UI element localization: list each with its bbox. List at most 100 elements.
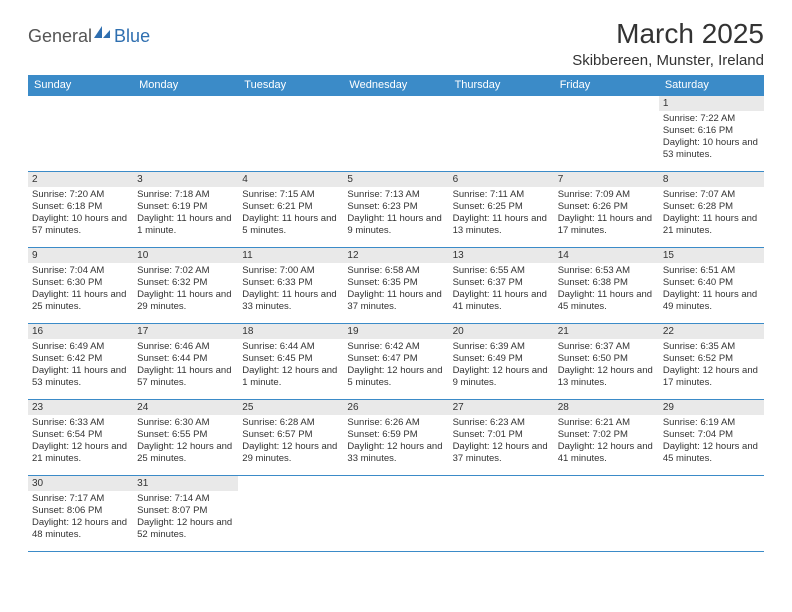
logo: General Blue — [28, 24, 150, 48]
day-body: Sunrise: 7:00 AMSunset: 6:33 PMDaylight:… — [238, 263, 343, 317]
day-body: Sunrise: 7:04 AMSunset: 6:30 PMDaylight:… — [28, 263, 133, 317]
day-number: 26 — [343, 400, 448, 415]
day-number: 5 — [343, 172, 448, 187]
sunset-line: Sunset: 8:06 PM — [32, 505, 129, 517]
sunset-line: Sunset: 6:28 PM — [663, 201, 760, 213]
header: General Blue March 2025 Skibbereen, Muns… — [28, 18, 764, 69]
daylight-line: Daylight: 11 hours and 21 minutes. — [663, 213, 760, 237]
sunrise-line: Sunrise: 6:21 AM — [558, 417, 655, 429]
day-number: 6 — [449, 172, 554, 187]
calendar-cell: 12Sunrise: 6:58 AMSunset: 6:35 PMDayligh… — [343, 248, 448, 324]
calendar-cell: 31Sunrise: 7:14 AMSunset: 8:07 PMDayligh… — [133, 476, 238, 552]
title-block: March 2025 Skibbereen, Munster, Ireland — [572, 18, 764, 69]
calendar-cell: 3Sunrise: 7:18 AMSunset: 6:19 PMDaylight… — [133, 172, 238, 248]
daylight-line: Daylight: 11 hours and 57 minutes. — [137, 365, 234, 389]
daylight-line: Daylight: 12 hours and 52 minutes. — [137, 517, 234, 541]
day-body: Sunrise: 6:28 AMSunset: 6:57 PMDaylight:… — [238, 415, 343, 469]
day-number: 29 — [659, 400, 764, 415]
calendar-cell: 26Sunrise: 6:26 AMSunset: 6:59 PMDayligh… — [343, 400, 448, 476]
daylight-line: Daylight: 11 hours and 33 minutes. — [242, 289, 339, 313]
sunset-line: Sunset: 6:47 PM — [347, 353, 444, 365]
day-number: 25 — [238, 400, 343, 415]
day-number: 14 — [554, 248, 659, 263]
calendar-cell: 21Sunrise: 6:37 AMSunset: 6:50 PMDayligh… — [554, 324, 659, 400]
day-body: Sunrise: 7:11 AMSunset: 6:25 PMDaylight:… — [449, 187, 554, 241]
sunrise-line: Sunrise: 7:04 AM — [32, 265, 129, 277]
calendar-row: 23Sunrise: 6:33 AMSunset: 6:54 PMDayligh… — [28, 400, 764, 476]
calendar-cell: 22Sunrise: 6:35 AMSunset: 6:52 PMDayligh… — [659, 324, 764, 400]
day-body: Sunrise: 6:33 AMSunset: 6:54 PMDaylight:… — [28, 415, 133, 469]
day-number: 27 — [449, 400, 554, 415]
calendar-cell — [659, 476, 764, 552]
day-body: Sunrise: 6:53 AMSunset: 6:38 PMDaylight:… — [554, 263, 659, 317]
sunset-line: Sunset: 7:04 PM — [663, 429, 760, 441]
calendar-cell: 2Sunrise: 7:20 AMSunset: 6:18 PMDaylight… — [28, 172, 133, 248]
calendar-row: 1Sunrise: 7:22 AMSunset: 6:16 PMDaylight… — [28, 96, 764, 172]
day-number: 18 — [238, 324, 343, 339]
daylight-line: Daylight: 11 hours and 1 minute. — [137, 213, 234, 237]
day-number: 23 — [28, 400, 133, 415]
sunset-line: Sunset: 6:18 PM — [32, 201, 129, 213]
calendar-cell: 30Sunrise: 7:17 AMSunset: 8:06 PMDayligh… — [28, 476, 133, 552]
day-number: 11 — [238, 248, 343, 263]
day-number: 20 — [449, 324, 554, 339]
day-number: 4 — [238, 172, 343, 187]
calendar-cell: 20Sunrise: 6:39 AMSunset: 6:49 PMDayligh… — [449, 324, 554, 400]
sunrise-line: Sunrise: 7:22 AM — [663, 113, 760, 125]
sunrise-line: Sunrise: 6:26 AM — [347, 417, 444, 429]
daylight-line: Daylight: 11 hours and 49 minutes. — [663, 289, 760, 313]
day-body: Sunrise: 6:39 AMSunset: 6:49 PMDaylight:… — [449, 339, 554, 393]
day-number: 13 — [449, 248, 554, 263]
sunset-line: Sunset: 6:40 PM — [663, 277, 760, 289]
sunrise-line: Sunrise: 6:49 AM — [32, 341, 129, 353]
sunset-line: Sunset: 6:35 PM — [347, 277, 444, 289]
daylight-line: Daylight: 11 hours and 53 minutes. — [32, 365, 129, 389]
calendar-cell: 11Sunrise: 7:00 AMSunset: 6:33 PMDayligh… — [238, 248, 343, 324]
weekday-header: Sunday — [28, 75, 133, 96]
calendar-row: 9Sunrise: 7:04 AMSunset: 6:30 PMDaylight… — [28, 248, 764, 324]
calendar-cell: 28Sunrise: 6:21 AMSunset: 7:02 PMDayligh… — [554, 400, 659, 476]
weekday-header: Tuesday — [238, 75, 343, 96]
daylight-line: Daylight: 12 hours and 29 minutes. — [242, 441, 339, 465]
day-body: Sunrise: 6:30 AMSunset: 6:55 PMDaylight:… — [133, 415, 238, 469]
day-body: Sunrise: 6:37 AMSunset: 6:50 PMDaylight:… — [554, 339, 659, 393]
sunrise-line: Sunrise: 6:42 AM — [347, 341, 444, 353]
calendar-row: 2Sunrise: 7:20 AMSunset: 6:18 PMDaylight… — [28, 172, 764, 248]
daylight-line: Daylight: 12 hours and 13 minutes. — [558, 365, 655, 389]
day-body: Sunrise: 7:20 AMSunset: 6:18 PMDaylight:… — [28, 187, 133, 241]
day-number: 31 — [133, 476, 238, 491]
calendar-cell: 1Sunrise: 7:22 AMSunset: 6:16 PMDaylight… — [659, 96, 764, 172]
calendar-cell — [28, 96, 133, 172]
day-number: 21 — [554, 324, 659, 339]
calendar-cell: 6Sunrise: 7:11 AMSunset: 6:25 PMDaylight… — [449, 172, 554, 248]
calendar-cell — [554, 476, 659, 552]
sunrise-line: Sunrise: 7:11 AM — [453, 189, 550, 201]
day-body: Sunrise: 6:58 AMSunset: 6:35 PMDaylight:… — [343, 263, 448, 317]
day-body: Sunrise: 6:26 AMSunset: 6:59 PMDaylight:… — [343, 415, 448, 469]
sunset-line: Sunset: 6:32 PM — [137, 277, 234, 289]
sunrise-line: Sunrise: 6:28 AM — [242, 417, 339, 429]
sunset-line: Sunset: 7:02 PM — [558, 429, 655, 441]
calendar-cell: 23Sunrise: 6:33 AMSunset: 6:54 PMDayligh… — [28, 400, 133, 476]
daylight-line: Daylight: 11 hours and 9 minutes. — [347, 213, 444, 237]
sunrise-line: Sunrise: 7:14 AM — [137, 493, 234, 505]
day-body: Sunrise: 7:14 AMSunset: 8:07 PMDaylight:… — [133, 491, 238, 545]
day-body: Sunrise: 6:55 AMSunset: 6:37 PMDaylight:… — [449, 263, 554, 317]
sunrise-line: Sunrise: 6:23 AM — [453, 417, 550, 429]
calendar-cell: 4Sunrise: 7:15 AMSunset: 6:21 PMDaylight… — [238, 172, 343, 248]
weekday-header: Friday — [554, 75, 659, 96]
daylight-line: Daylight: 11 hours and 37 minutes. — [347, 289, 444, 313]
sunrise-line: Sunrise: 6:46 AM — [137, 341, 234, 353]
daylight-line: Daylight: 12 hours and 25 minutes. — [137, 441, 234, 465]
day-number: 30 — [28, 476, 133, 491]
sunrise-line: Sunrise: 7:13 AM — [347, 189, 444, 201]
calendar-cell: 13Sunrise: 6:55 AMSunset: 6:37 PMDayligh… — [449, 248, 554, 324]
sunset-line: Sunset: 6:49 PM — [453, 353, 550, 365]
day-number: 12 — [343, 248, 448, 263]
day-body: Sunrise: 7:17 AMSunset: 8:06 PMDaylight:… — [28, 491, 133, 545]
day-body: Sunrise: 7:15 AMSunset: 6:21 PMDaylight:… — [238, 187, 343, 241]
sunset-line: Sunset: 6:55 PM — [137, 429, 234, 441]
daylight-line: Daylight: 11 hours and 41 minutes. — [453, 289, 550, 313]
sunrise-line: Sunrise: 7:18 AM — [137, 189, 234, 201]
calendar-row: 30Sunrise: 7:17 AMSunset: 8:06 PMDayligh… — [28, 476, 764, 552]
